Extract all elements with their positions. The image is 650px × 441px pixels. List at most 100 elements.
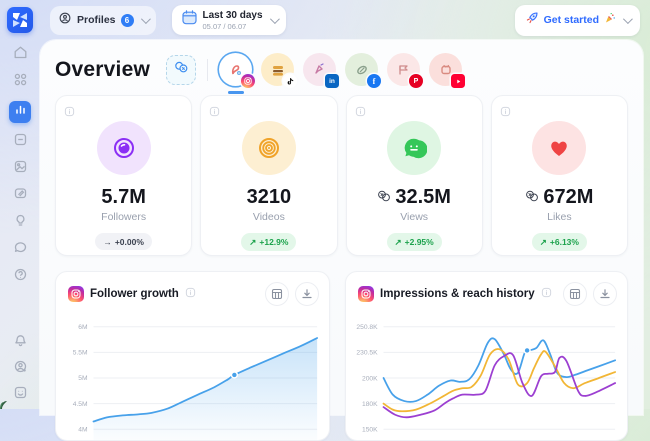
profiles-icon — [58, 11, 72, 30]
data-point-marker[interactable] — [523, 346, 531, 355]
sidebar-item-posts[interactable] — [12, 132, 28, 152]
stat-change-badge: → +0.00% — [95, 233, 152, 250]
sidebar-item-apps[interactable] — [12, 72, 28, 92]
account-button[interactable] — [12, 360, 28, 377]
date-range-label: Last 30 days — [202, 9, 263, 21]
up-arrow-icon: ↗ — [539, 236, 547, 247]
follower-growth-chart[interactable]: 6M 5.5M 5M 4.5M 4M — [56, 310, 329, 440]
avatar-doodle — [356, 65, 367, 74]
lightbulb-icon — [13, 213, 28, 233]
bell-icon — [13, 333, 28, 353]
data-point-marker[interactable] — [230, 371, 239, 379]
stat-card-followers[interactable]: 5.7M Followers → +0.00% — [55, 95, 193, 256]
download-button[interactable] — [295, 282, 319, 306]
topbar: Profiles 6 Last 30 days 05.07 / 06.07 Ge… — [40, 0, 650, 40]
linked-profiles-icon — [377, 186, 391, 209]
profile-avatar-pinterest[interactable]: P — [387, 53, 423, 88]
sidebar-bottom-nav — [12, 335, 28, 403]
app-logo[interactable] — [7, 7, 33, 33]
card-info-icon[interactable] — [500, 104, 511, 122]
linkedin-badge-icon: in — [325, 74, 339, 88]
info-icon[interactable] — [185, 285, 196, 303]
card-info-icon[interactable] — [64, 104, 75, 122]
sidebar-item-compose[interactable] — [12, 188, 28, 204]
y-axis-tick: 230.5K — [356, 350, 378, 357]
y-axis-tick: 4.5M — [73, 401, 88, 408]
y-axis-tick: 5.5M — [73, 350, 88, 357]
get-started-button[interactable]: Get started — [514, 4, 640, 36]
heart-icon — [532, 121, 587, 175]
stat-label: Videos — [252, 211, 285, 223]
sidebar-item-home[interactable] — [12, 45, 28, 65]
profiles-switcher-button[interactable] — [166, 54, 196, 85]
apps-grid-icon — [13, 72, 28, 92]
plant-decoration — [0, 401, 7, 409]
date-range-detail: 05.07 / 06.07 — [202, 21, 247, 31]
compose-icon — [13, 186, 28, 206]
profile-avatar-linkedin[interactable]: in — [303, 53, 339, 88]
y-axis-tick: 6M — [78, 324, 88, 331]
chart-svg: 6M 5.5M 5M 4.5M 4M — [73, 324, 319, 440]
stat-card-likes[interactable]: 672M Likes ↗ +6.13% — [490, 95, 628, 256]
sidebar-item-media[interactable] — [12, 159, 28, 179]
table-view-button[interactable] — [563, 282, 587, 306]
date-range-text: Last 30 days 05.07 / 06.07 — [203, 10, 263, 31]
chart-actions — [265, 282, 319, 306]
profile-avatar-youtube[interactable] — [429, 53, 465, 88]
media-icon — [13, 159, 28, 179]
page-title: Overview — [55, 57, 150, 81]
impressions-reach-card: Impressions & reach history 250.8K 230.5K… — [345, 271, 628, 441]
profile-avatar-instagram[interactable] — [219, 53, 255, 88]
chevron-down-icon — [140, 13, 151, 24]
home-icon — [13, 45, 28, 65]
table-view-button[interactable] — [265, 282, 289, 306]
stat-label: Views — [400, 211, 429, 223]
calendar-icon — [181, 9, 198, 31]
stat-value: 5.7M — [101, 186, 146, 208]
instagram-icon — [358, 286, 374, 302]
info-icon[interactable] — [541, 285, 552, 303]
up-arrow-icon: ↗ — [394, 236, 402, 247]
card-info-icon[interactable] — [355, 104, 366, 122]
profiles-label: Profiles — [77, 14, 116, 26]
sidebar-item-comments[interactable] — [12, 242, 28, 258]
y-axis-tick: 4M — [78, 426, 88, 433]
avatar-doodle — [231, 64, 241, 75]
up-arrow-icon: ↗ — [249, 236, 257, 247]
feedback-button[interactable] — [12, 386, 28, 403]
card-info-icon[interactable] — [209, 104, 220, 122]
stat-value: 672M — [492, 186, 627, 209]
instagram-icon — [68, 286, 84, 302]
follower-growth-card: Follower growth 6M 5.5M 5M 4.5M 4M — [55, 271, 330, 441]
download-button[interactable] — [593, 282, 617, 306]
profiles-dropdown[interactable]: Profiles 6 — [50, 5, 156, 35]
chevron-down-icon — [622, 13, 633, 24]
smiley-bubble-icon — [387, 121, 442, 175]
chart-title: Impressions & reach history — [380, 288, 535, 300]
profile-avatar-tiktok[interactable] — [261, 53, 297, 88]
camera-lens-icon — [96, 121, 151, 175]
sidebar-nav — [9, 45, 31, 285]
stat-value: 32.5M — [347, 186, 482, 209]
stat-label: Likes — [547, 211, 572, 223]
impressions-reach-chart[interactable]: 250.8K 230.5K 200K 180K 150K — [346, 310, 627, 440]
stat-card-views[interactable]: 32.5M Views ↗ +2.95% — [345, 95, 483, 256]
sidebar-item-ideas[interactable] — [12, 213, 28, 233]
date-range-selector[interactable]: Last 30 days 05.07 / 06.07 — [171, 5, 286, 35]
app-logo-icon — [13, 13, 27, 27]
chevron-down-icon — [269, 13, 280, 24]
profile-avatars: in f P — [219, 53, 465, 88]
facebook-badge-icon: f — [367, 74, 381, 88]
profile-avatar-facebook[interactable]: f — [345, 53, 381, 88]
y-axis-tick: 200K — [362, 375, 378, 382]
y-axis-tick: 5M — [78, 375, 88, 382]
notifications-button[interactable] — [12, 335, 28, 351]
posts-icon — [13, 132, 28, 152]
sidebar-item-help[interactable] — [12, 268, 28, 285]
avatar-doodle — [272, 65, 283, 76]
sidebar-item-analytics[interactable] — [9, 101, 31, 123]
chart-actions — [563, 282, 617, 306]
main-content: Overview in f P — [40, 40, 643, 441]
series-line-yellow — [382, 348, 617, 413]
stat-card-videos[interactable]: 3210 Videos ↗ +12.9% — [200, 95, 338, 256]
